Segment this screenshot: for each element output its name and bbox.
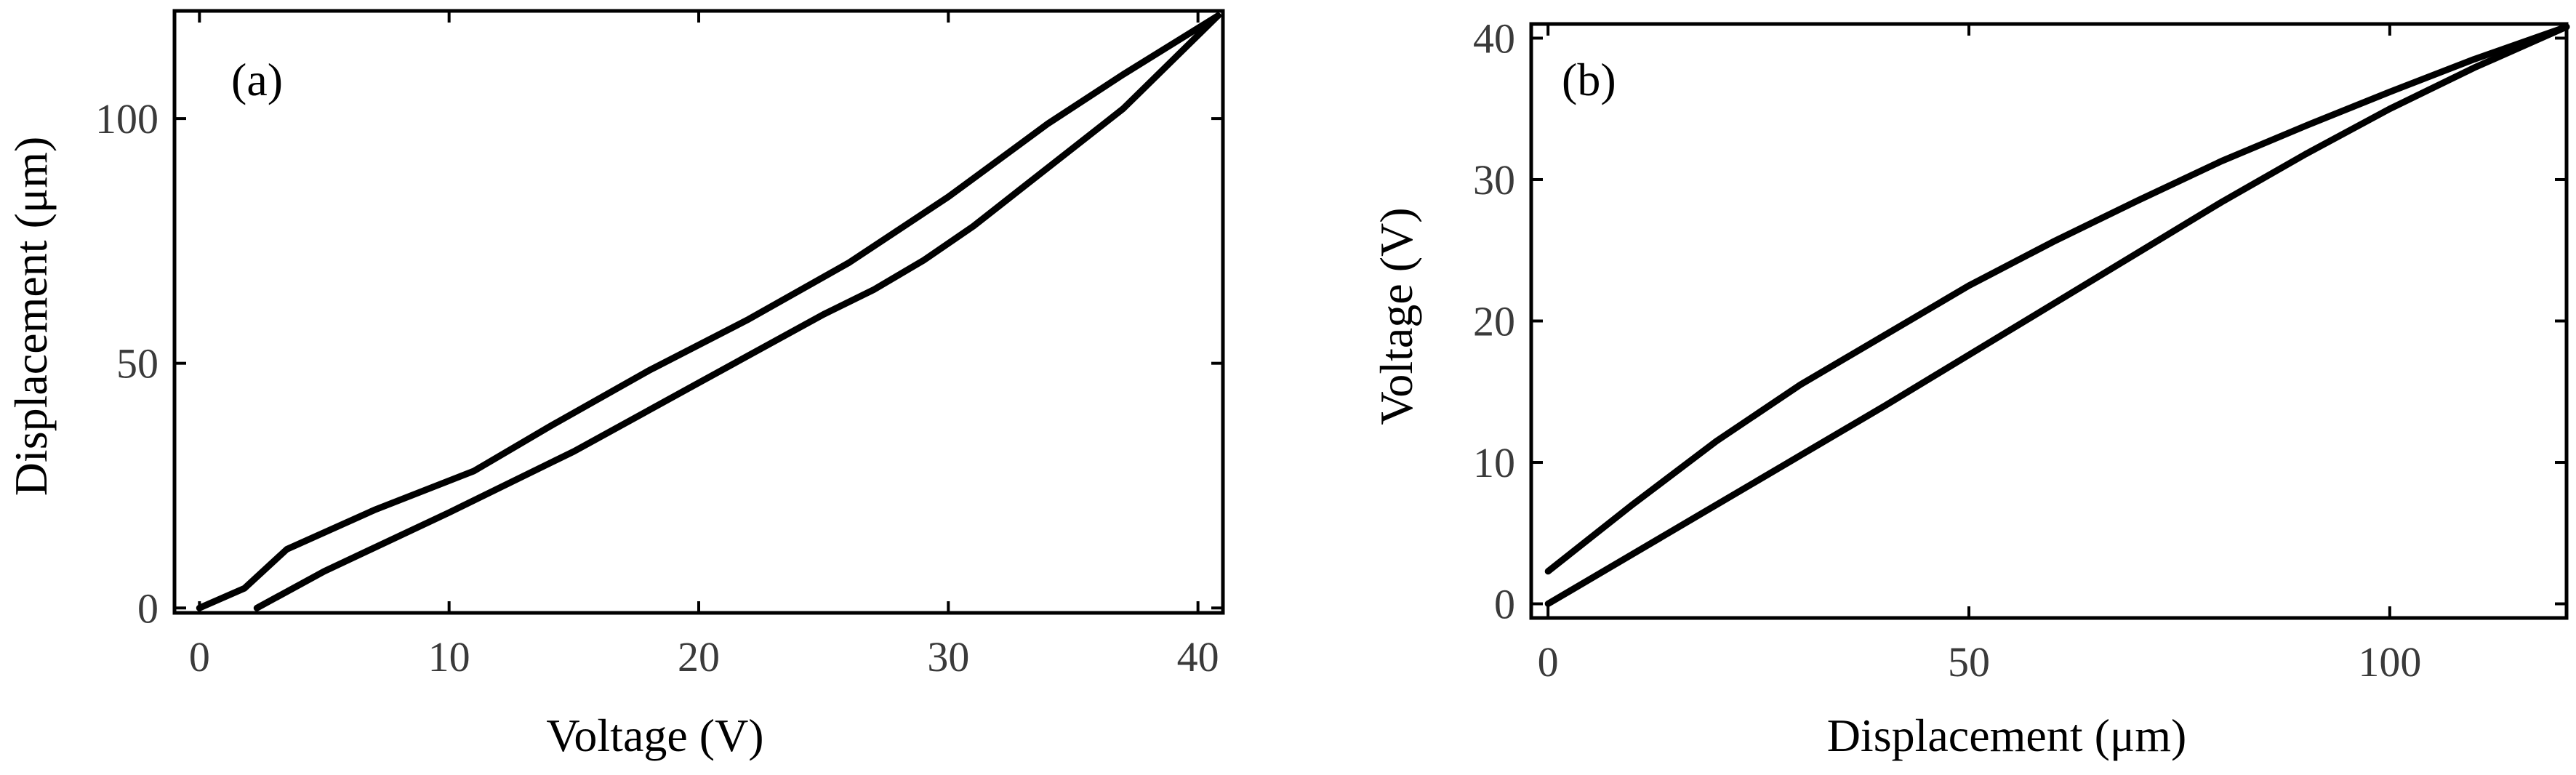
panel-a-label: (a) (231, 54, 283, 105)
panel-b-label: (b) (1562, 54, 1616, 105)
panel-a-x-tick-label: 30 (927, 633, 969, 680)
panel-a-y-axis-label: Displacement (μm) (5, 137, 57, 497)
panel-a-y-tick-label: 100 (95, 95, 159, 142)
panel-b-y-tick-label: 40 (1473, 15, 1515, 62)
panel-a: (a) Voltage (V) Displacement (μm) 0 10 20 3… (5, 11, 1223, 761)
panel-b-y-tick-label: 10 (1473, 439, 1515, 486)
panel-b-y-tick-label: 0 (1494, 581, 1515, 628)
panel-b-y-axis-label: Voltage (V) (1371, 207, 1422, 425)
panel-a-x-tick-label: 40 (1177, 633, 1219, 680)
panel-b-plot-area: 0 50 100 0 10 20 30 40 (1473, 15, 2567, 686)
panel-b-y-tick-label: 30 (1473, 156, 1515, 204)
panel-b-series-line-2 (1548, 27, 2567, 604)
panel-b-x-axis-label: Displacement (μm) (1827, 710, 2187, 761)
panel-a-x-tick-label: 20 (678, 633, 720, 680)
panel-a-y-tick-label: 0 (137, 585, 159, 632)
panel-a-x-tick-label: 0 (189, 633, 210, 680)
panel-b: (b) Displacement (μm) Voltage (V) 0 50 100… (1371, 15, 2567, 761)
panel-a-x-axis-label: Voltage (V) (546, 710, 763, 761)
panel-b-x-tick-label: 50 (1948, 638, 1990, 686)
panel-b-x-tick-label: 100 (2358, 638, 2421, 686)
panel-b-y-tick-label: 20 (1473, 298, 1515, 345)
panel-b-axes-frame (1531, 24, 2567, 618)
panel-b-x-tick-label: 0 (1538, 638, 1559, 686)
panel-a-y-tick-label: 50 (116, 340, 159, 388)
panel-a-axes-frame (174, 11, 1223, 613)
panel-a-series-line-1 (199, 16, 1218, 609)
panel-a-x-tick-label: 10 (428, 633, 470, 680)
panel-a-plot-area: 0 10 20 30 40 0 50 100 (95, 11, 1223, 680)
